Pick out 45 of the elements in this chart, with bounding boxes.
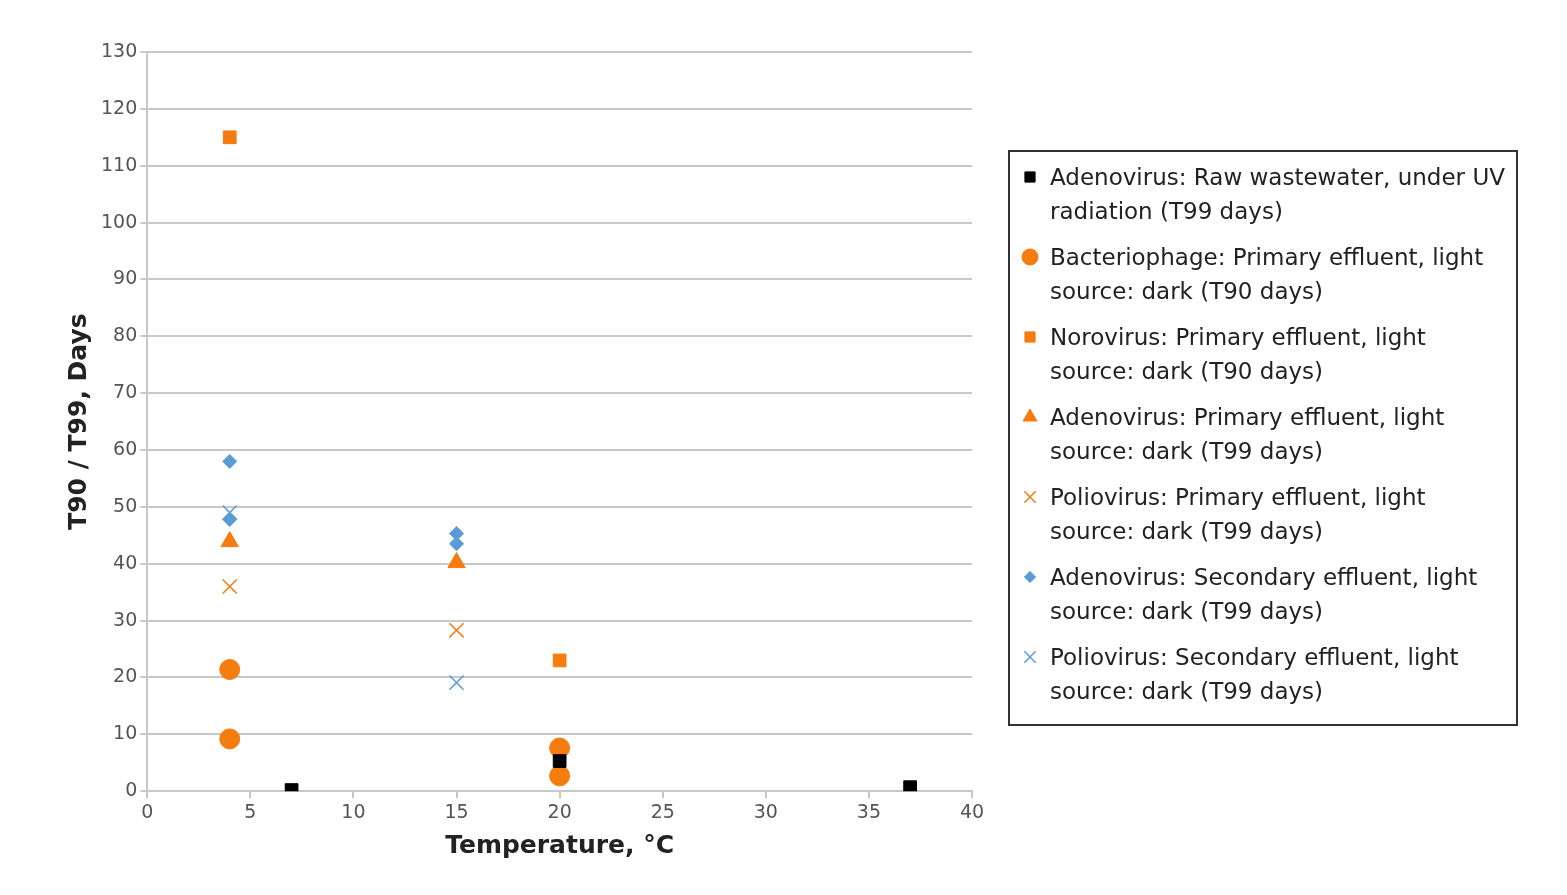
y-tick-label: 80 — [113, 323, 138, 346]
y-tick-label: 20 — [113, 664, 138, 687]
legend-label: Adenovirus: Raw wastewater, under UV radiation (T99 days) — [1050, 163, 1506, 226]
legend-label: Adenovirus: Primary effluent, light source: dark (T99 days) — [1050, 403, 1446, 466]
point — [219, 728, 241, 750]
point — [221, 578, 238, 595]
x-tick-label: 5 — [244, 799, 257, 822]
point — [552, 653, 567, 668]
x-tick-label: 15 — [444, 799, 469, 822]
point — [219, 659, 241, 681]
x-tick-label: 20 — [547, 799, 572, 822]
x-tick-label: 0 — [141, 799, 154, 822]
point — [222, 453, 238, 469]
y-tick-label: 70 — [113, 380, 138, 403]
y-tick-label: 60 — [113, 436, 138, 459]
y-tick-label: 100 — [101, 209, 138, 232]
y-axis-title: T90 / T99, Days — [62, 313, 92, 530]
x-tick-label: 40 — [959, 799, 985, 822]
x-tick-label: 25 — [650, 799, 675, 822]
point — [222, 130, 237, 145]
point — [549, 765, 571, 787]
point — [552, 754, 567, 768]
point — [449, 536, 465, 552]
legend-label: Bacteriophage: Primary effluent, light source: dark (T90 days) — [1050, 243, 1485, 306]
y-tick-label: 50 — [113, 493, 138, 516]
y-tick-label: 90 — [113, 266, 138, 289]
y-tick-label: 130 — [101, 38, 138, 61]
x-tick-label: 10 — [341, 799, 366, 822]
legend-label: Poliovirus: Secondary effluent, light source: dark (T99 days) — [1050, 643, 1460, 706]
x-tick-label: 35 — [856, 799, 881, 822]
legend-label: Norovirus: Primary effluent, light source: dark (T90 days) — [1050, 323, 1427, 386]
y-tick-label: 0 — [125, 778, 138, 801]
point — [448, 622, 465, 639]
legend-label: Adenovirus: Secondary effluent, light source: dark (T99 days) — [1050, 563, 1479, 626]
y-tick-label: 120 — [101, 95, 138, 118]
point — [448, 674, 465, 691]
y-tick-label: 10 — [113, 721, 138, 744]
x-tick-label: 30 — [753, 799, 778, 822]
y-tick-label: 110 — [101, 152, 138, 175]
y-tick-label: 30 — [113, 607, 138, 630]
point — [903, 780, 918, 792]
point — [222, 511, 238, 527]
y-tick-label: 40 — [113, 550, 138, 573]
legend-label: Poliovirus: Primary effluent, light source: dark (T99 days) — [1050, 483, 1427, 546]
x-axis-title: Temperature, °C — [445, 829, 675, 859]
